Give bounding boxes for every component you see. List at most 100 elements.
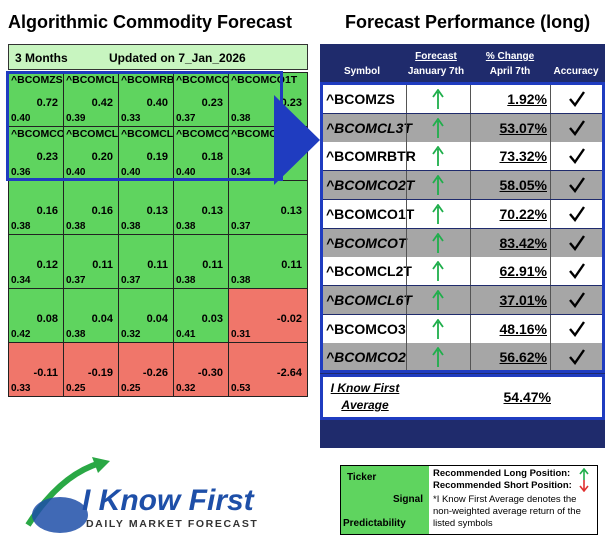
change: 1.92%: [507, 91, 547, 107]
cell-predictability: 0.25: [66, 383, 86, 394]
grid-cell: 0.13 0.37: [228, 180, 308, 235]
header-change: % Change: [485, 51, 535, 62]
cell-predictability: 0.40: [176, 167, 196, 178]
header-forecast: Forecast: [415, 51, 457, 62]
cell-signal: -0.11: [33, 367, 58, 379]
change: 56.62%: [499, 349, 547, 366]
header-symbol: Symbol: [343, 66, 381, 77]
cell-signal: 0.16: [91, 205, 113, 217]
cell-signal: 0.40: [146, 97, 168, 109]
symbol: ^BCOMCOT: [326, 234, 407, 251]
cell-predictability: 0.31: [231, 329, 251, 340]
divider: [406, 199, 407, 228]
up-arrow: [432, 347, 444, 368]
grid-header: 3 Months Updated on 7_Jan_2026: [8, 44, 308, 70]
divider: [550, 228, 551, 257]
cell-signal: 0.72: [36, 97, 58, 109]
logo-name: I Know First: [82, 484, 256, 517]
grid-cell: ^BCOMCL6T 0.19 0.40: [118, 126, 174, 181]
highlight-box: [6, 71, 283, 181]
divider: [406, 228, 407, 257]
divider: [470, 171, 471, 200]
average-value: 54.47%: [503, 389, 551, 405]
grid-cell: -0.19 0.25: [63, 342, 119, 397]
cell-signal: 0.04: [91, 313, 113, 325]
up-arrow: [432, 261, 444, 282]
cell-ticker: ^BCOMCL2T: [66, 128, 119, 140]
long-arrow: [579, 468, 589, 480]
cell-signal: 0.13: [201, 205, 223, 217]
grid-cell: 0.11 0.37: [118, 234, 174, 289]
cell-signal: 0.23: [280, 97, 302, 109]
up-arrow: [432, 175, 444, 196]
cell-ticker: ^BCOMCO3: [176, 128, 228, 140]
cell-ticker: ^BCOMCOT: [11, 128, 63, 140]
grid-cell: 0.16 0.38: [63, 180, 119, 235]
table-row: ^BCOMCL3T 53.07%: [322, 113, 603, 142]
divider: [550, 113, 551, 142]
grid-cell: ^BCOMZS 0.72 0.40: [8, 72, 64, 127]
grid-cell: 0.11 0.38: [173, 234, 229, 289]
grid-cell: 0.04 0.38: [63, 288, 119, 343]
cell-predictability: 0.37: [121, 275, 141, 286]
check: [569, 234, 585, 251]
cell-predictability: 0.41: [176, 329, 196, 340]
legend-ticker: Ticker: [347, 472, 377, 483]
divider: [406, 85, 407, 113]
up-arrow: [432, 117, 444, 138]
average-row: I Know First Average 54.47%: [320, 374, 605, 420]
cell-predictability: 0.38: [176, 221, 196, 232]
divider: [406, 314, 407, 343]
cell-signal: -2.64: [276, 367, 302, 379]
grid-cell: ^BCOMRBTR 0.40 0.33: [118, 72, 174, 127]
up-arrow: [432, 318, 444, 339]
check: [569, 320, 585, 337]
divider: [470, 199, 471, 228]
cell-signal: -0.02: [276, 313, 302, 325]
check: [569, 177, 585, 194]
average-label: I Know First Average: [330, 381, 400, 412]
divider: [406, 113, 407, 142]
legend-predictability: Predictability: [343, 518, 406, 529]
cell-signal: 0.08: [36, 313, 58, 325]
grid-cell: ^BCOMCO3 0.18 0.40: [173, 126, 229, 181]
change: 53.07%: [499, 119, 547, 136]
cell-signal: -0.30: [197, 367, 223, 379]
cell-predictability: 0.42: [11, 329, 31, 340]
table-row: ^BCOMCO1T 70.22%: [322, 199, 603, 228]
cell-signal: 0.12: [36, 259, 58, 271]
left-title: Algorithmic Commodity Forecast: [8, 12, 293, 32]
cell-predictability: 0.37: [66, 275, 86, 286]
check: [569, 292, 585, 308]
cell-predictability: 0.36: [11, 167, 31, 178]
divider: [406, 257, 407, 286]
cell-signal: 0.11: [202, 259, 223, 271]
up-arrow: [432, 289, 444, 310]
cell-predictability: 0.38: [66, 329, 86, 340]
header-forecast-date: January 7th: [407, 66, 465, 77]
divider: [470, 113, 471, 142]
check: [569, 206, 585, 222]
grid-cell: -0.26 0.25: [118, 342, 174, 397]
divider: [470, 314, 471, 343]
logo: I Know First Daily Market Forecast: [25, 457, 257, 533]
table-row: ^BCOMCL6T 37.01%: [322, 285, 603, 314]
cell-predictability: 0.33: [121, 113, 141, 124]
cell-signal: -0.19: [87, 367, 113, 379]
divider: [470, 285, 471, 314]
divider: [550, 343, 551, 372]
symbol: ^BCOMCO1T: [326, 205, 415, 222]
grid-cell: 0.16 0.38: [8, 180, 64, 235]
divider: [550, 257, 551, 286]
grid-cell: 0.12 0.34: [8, 234, 64, 289]
legend-note: *I Know First Average denotes the non-we…: [433, 494, 581, 529]
up-arrow: [432, 203, 444, 224]
cell-predictability: 0.40: [11, 113, 31, 124]
cell-predictability: 0.39: [66, 113, 86, 124]
grid-cell: ^BCOMCOT 0.23 0.36: [8, 126, 64, 181]
legend-signal: Signal: [392, 494, 423, 505]
divider: [470, 85, 471, 113]
change: 58.05%: [499, 177, 547, 194]
cell-predictability: 0.38: [231, 113, 251, 124]
cell-predictability: 0.38: [176, 275, 196, 286]
